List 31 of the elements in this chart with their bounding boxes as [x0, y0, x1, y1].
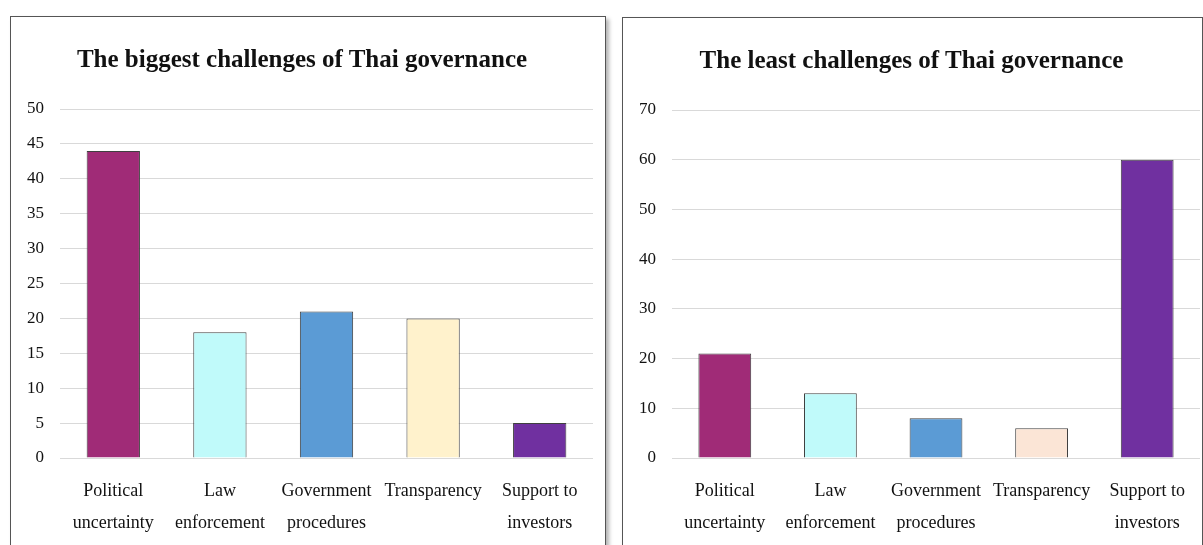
y-tick-label: 5 — [35, 412, 44, 432]
x-tick-label: Law enforcement — [174, 480, 265, 532]
y-tick-label: 10 — [639, 397, 656, 417]
y-tick-label: 35 — [27, 203, 44, 223]
y-tick-label: 15 — [27, 342, 44, 362]
x-tick-label: Support to investors — [1109, 480, 1185, 532]
y-tick-label: 60 — [639, 149, 656, 169]
y-tick-label: 45 — [27, 133, 44, 153]
chart-title: The least challenges of Thai governance — [699, 46, 1124, 74]
x-tick-label: Transparency — [384, 480, 482, 501]
y-tick-label: 20 — [27, 307, 44, 327]
y-tick-label: 40 — [639, 248, 656, 268]
y-tick-label: 30 — [27, 238, 44, 258]
y-tick-label: 0 — [35, 447, 44, 467]
x-tick-label: Political uncertainty — [684, 480, 766, 532]
chart-title: The biggest challenges of Thai governance — [76, 45, 528, 73]
y-tick-label: 10 — [27, 377, 44, 397]
x-tick-label: Support to investors — [501, 480, 578, 532]
y-tick-label: 40 — [27, 168, 44, 188]
y-tick-label: 30 — [639, 298, 656, 318]
y-tick-label: 25 — [27, 272, 44, 292]
x-tick-label: Transparency — [992, 480, 1091, 501]
y-tick-label: 50 — [639, 198, 656, 218]
x-tick-label: Government procedures — [891, 480, 981, 532]
y-tick-label: 50 — [27, 98, 44, 118]
y-tick-label: 70 — [639, 99, 656, 119]
x-tick-label: Law enforcement — [785, 480, 876, 532]
y-tick-label: 20 — [639, 348, 656, 368]
y-tick-label: 0 — [647, 447, 656, 467]
x-tick-label: Government procedures — [281, 480, 372, 532]
x-tick-label: Political uncertainty — [72, 480, 154, 532]
